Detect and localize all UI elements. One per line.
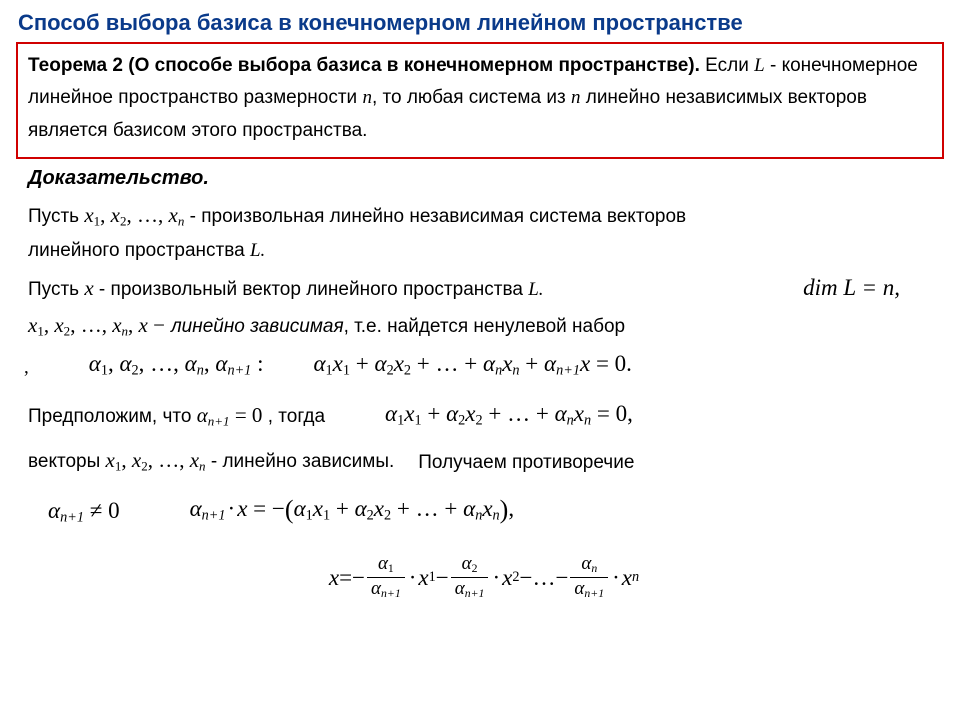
alpha-np1-neq0: αn+1 ≠ 0 (48, 494, 120, 528)
frac-n: αn αn+1 (570, 554, 608, 601)
theorem-head: Теорема 2 (О способе выбора базиса в кон… (28, 55, 700, 76)
alpha-list: α1, α2, …, αn, αn+1 : (89, 347, 264, 381)
line-neq-expand: αn+1 ≠ 0 αn+1·x = −(α1x1 + α2x2 + … + αn… (48, 491, 940, 529)
eq1: α1x1 + α2x2 + … + αnxn + αn+1x = 0. (313, 347, 631, 381)
eq4: x = − α1 αn+1 · x1 − α2 αn+1 · x2 − … (329, 554, 639, 601)
proof-body: Пусть x1, x2, …, xn - произвольная линей… (14, 200, 946, 601)
eq2: α1x1 + α2x2 + … + αnxn = 0, (385, 397, 633, 431)
dim-L-eq-n: dim L = n, (803, 271, 900, 304)
line-alpha-list-eq1: , α1, α2, …, αn, αn+1 : α1x1 + α2x2 + … … (24, 347, 940, 381)
line-let-xi: Пусть x1, x2, …, xn - произвольная линей… (28, 200, 940, 231)
frac-1: α1 αn+1 (367, 554, 405, 601)
frac-2: α2 αn+1 (451, 554, 489, 601)
line-suppose: Предположим, что αn+1 = 0 , тогда α1x1 +… (28, 397, 940, 431)
page-root: Способ выбора базиса в конечномерном лин… (0, 0, 960, 720)
proof-label: Доказательство. (28, 167, 946, 190)
line-final-fraction: x = − α1 αn+1 · x1 − α2 αn+1 · x2 − … (28, 554, 940, 601)
contradiction-text: Получаем противоречие (418, 449, 634, 477)
theorem-box: Теорема 2 (О способе выбора базиса в кон… (16, 42, 944, 159)
line-let-x-dim: Пусть x - произвольный вектор линейного … (28, 271, 940, 304)
eq3: αn+1·x = −(α1x1 + α2x2 + … + αnxn), (190, 491, 515, 529)
line-let-xi-b: линейного пространства L. (28, 237, 940, 265)
line-dependent: x1, x2, …, xn, x − линейно зависимая, т.… (28, 310, 940, 341)
page-title: Способ выбора базиса в конечномерном лин… (18, 10, 946, 36)
line-contradiction: векторы x1, x2, …, xn - линейно зависимы… (28, 445, 940, 476)
